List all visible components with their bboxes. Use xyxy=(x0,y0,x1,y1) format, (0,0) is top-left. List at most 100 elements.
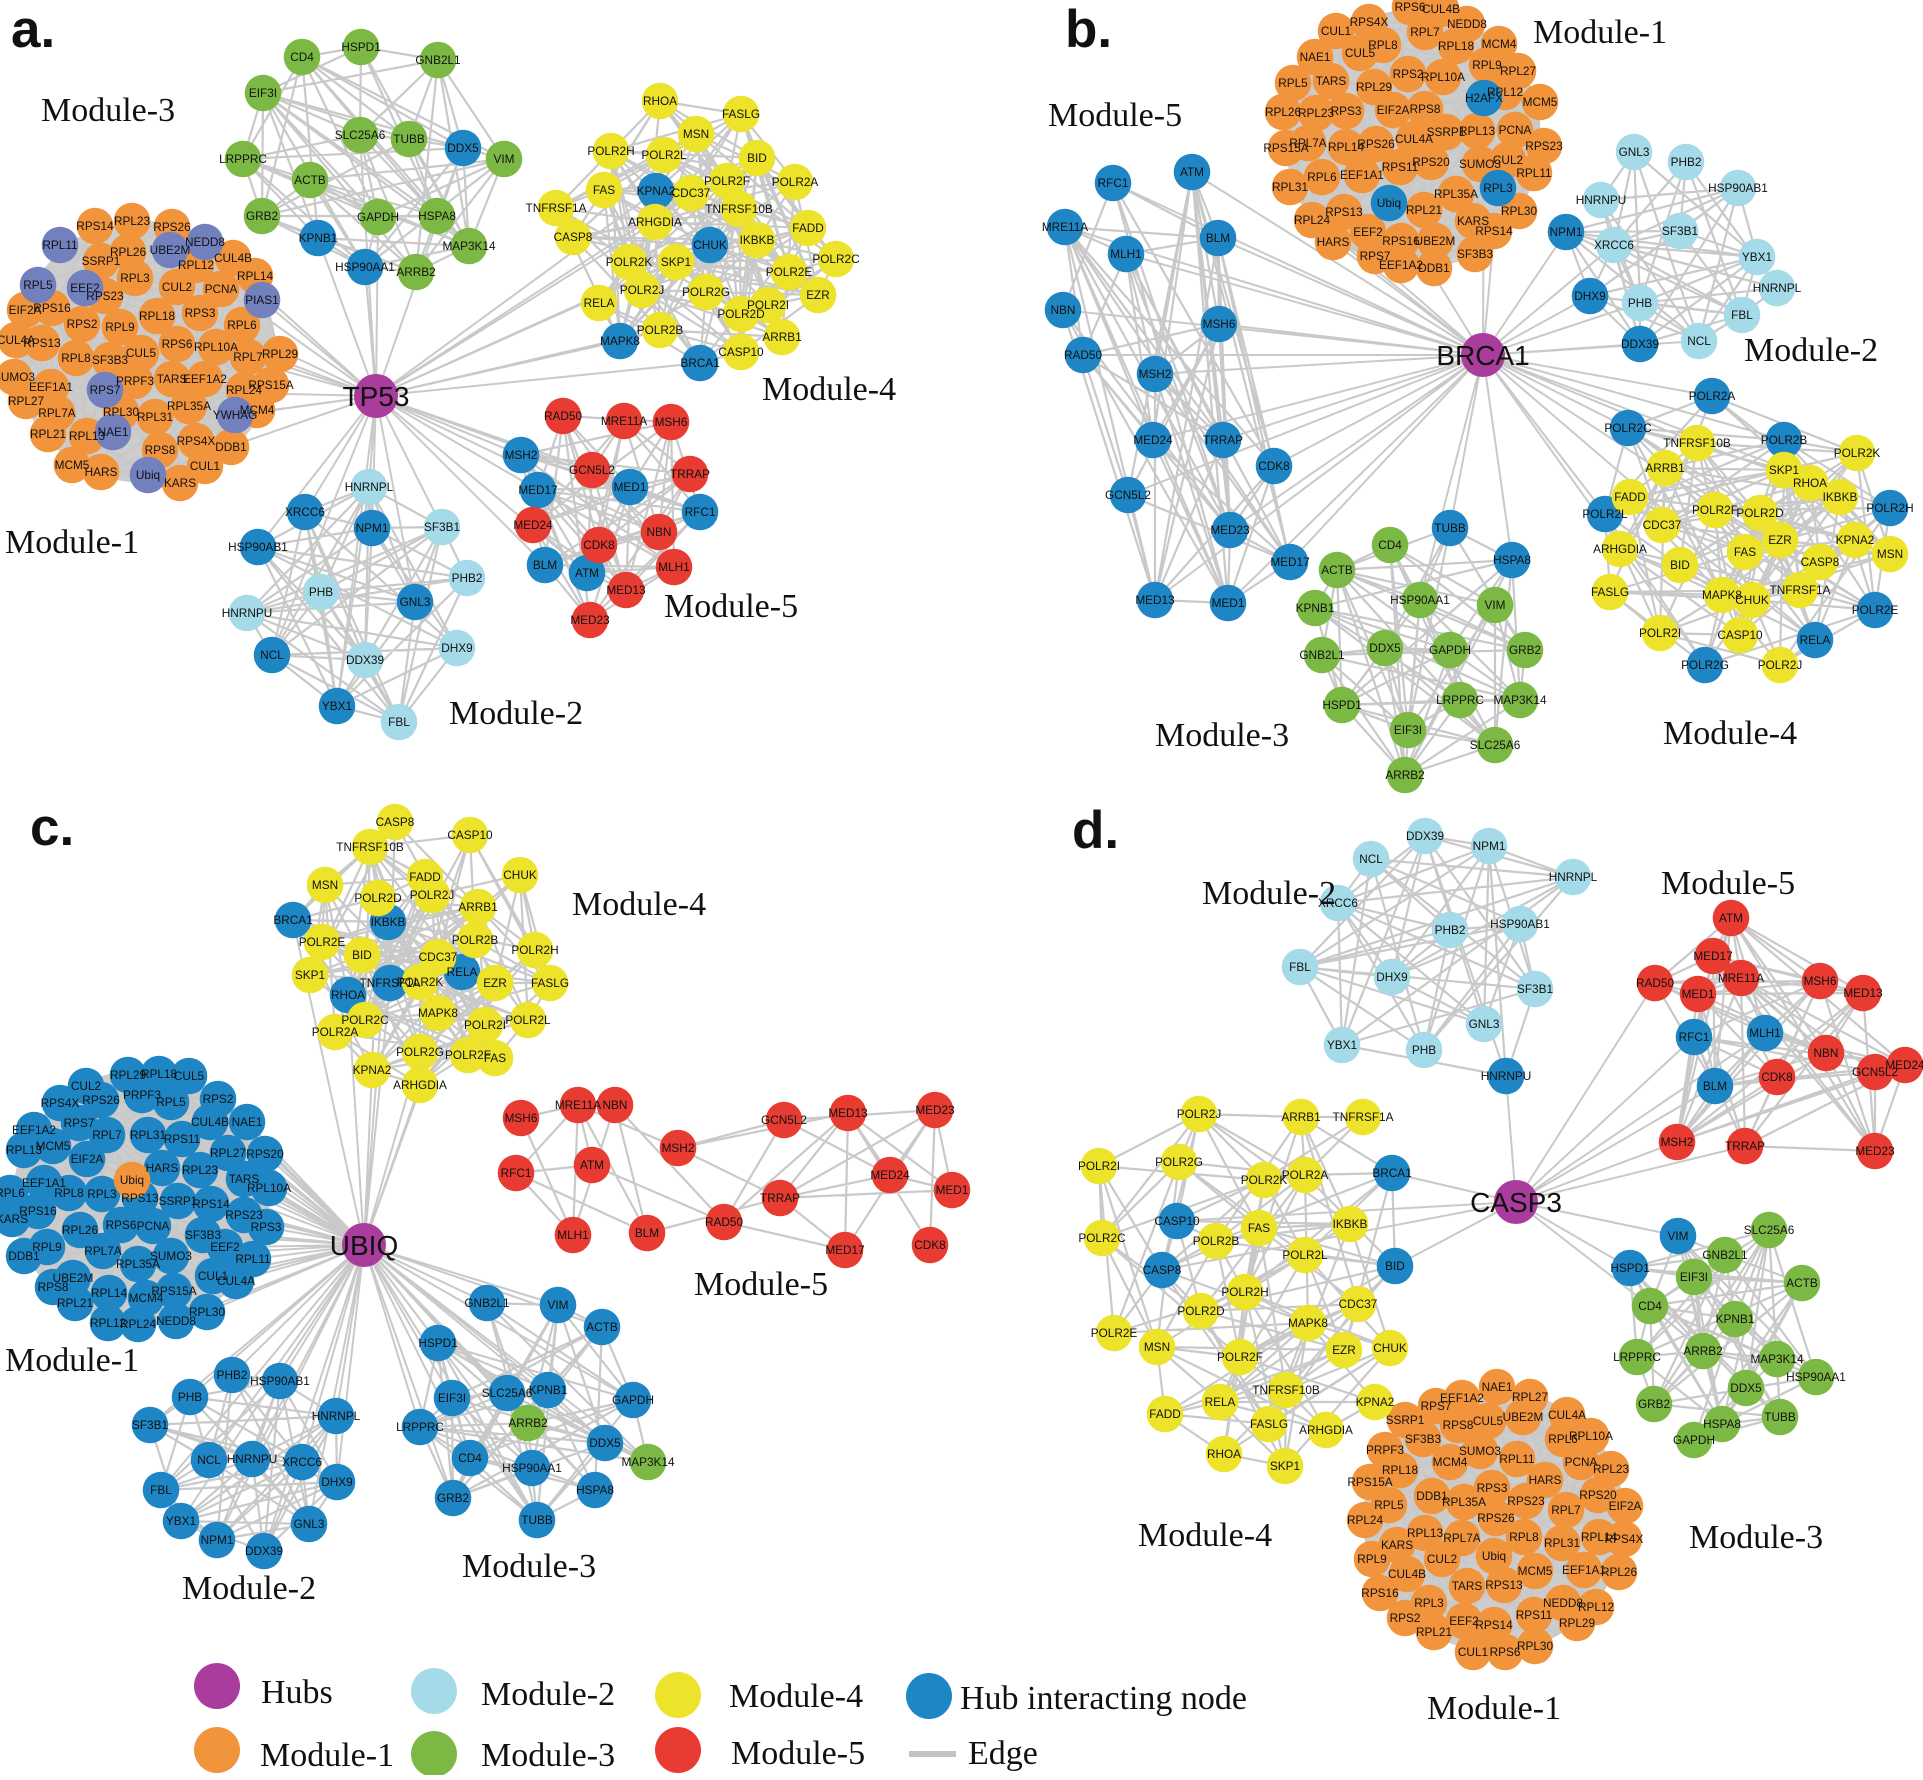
svg-text:UBE2M: UBE2M xyxy=(53,1271,94,1285)
svg-text:NAE1: NAE1 xyxy=(98,425,129,439)
svg-text:RPL14: RPL14 xyxy=(1328,140,1365,154)
svg-text:RPS8: RPS8 xyxy=(145,443,176,457)
svg-text:EEF1A1: EEF1A1 xyxy=(22,1176,66,1190)
svg-text:RPL9: RPL9 xyxy=(105,320,135,334)
svg-text:MCM4: MCM4 xyxy=(1433,1455,1468,1469)
svg-text:MSH6: MSH6 xyxy=(1804,974,1837,988)
svg-text:MLH1: MLH1 xyxy=(557,1228,588,1242)
svg-text:RPS11: RPS11 xyxy=(1382,160,1419,174)
svg-text:CUL4B: CUL4B xyxy=(1422,2,1460,16)
svg-text:Module-1: Module-1 xyxy=(1533,14,1667,51)
svg-text:GAPDH: GAPDH xyxy=(1429,643,1471,657)
svg-text:MED13: MED13 xyxy=(828,1106,868,1120)
svg-text:YBX1: YBX1 xyxy=(322,699,352,713)
svg-text:GNB2L1: GNB2L1 xyxy=(1702,1248,1747,1262)
svg-text:RPL7A: RPL7A xyxy=(1289,136,1327,150)
svg-text:CASP8: CASP8 xyxy=(1143,1263,1182,1277)
svg-text:HARS: HARS xyxy=(1317,235,1350,249)
svg-text:H2AFX: H2AFX xyxy=(1465,91,1503,105)
svg-text:EIF2A: EIF2A xyxy=(1377,103,1410,117)
svg-text:RPS14: RPS14 xyxy=(76,219,114,233)
svg-text:FADD: FADD xyxy=(1614,490,1645,504)
svg-text:FASLG: FASLG xyxy=(531,976,569,990)
svg-text:SF3B1: SF3B1 xyxy=(132,1418,168,1432)
svg-text:HNRNPL: HNRNPL xyxy=(1549,870,1598,884)
svg-text:DDX5: DDX5 xyxy=(447,141,479,155)
svg-text:RPS26: RPS26 xyxy=(153,220,191,234)
svg-text:TUBB: TUBB xyxy=(393,132,425,146)
svg-text:MED1: MED1 xyxy=(614,480,647,494)
svg-text:MED23: MED23 xyxy=(915,1103,955,1117)
svg-text:EIF3I: EIF3I xyxy=(438,1391,466,1405)
svg-text:POLR2E: POLR2E xyxy=(1852,603,1899,617)
svg-text:DDB1: DDB1 xyxy=(8,1249,39,1263)
svg-text:NBN: NBN xyxy=(603,1098,628,1112)
svg-text:BRCA1: BRCA1 xyxy=(273,913,312,927)
svg-text:EEF1A1: EEF1A1 xyxy=(1562,1563,1606,1577)
svg-text:RPL5: RPL5 xyxy=(1278,76,1308,90)
svg-text:DHX9: DHX9 xyxy=(321,1475,352,1489)
svg-text:CHUK: CHUK xyxy=(1735,593,1769,607)
svg-text:RPL31: RPL31 xyxy=(1272,180,1308,194)
svg-text:RPL8: RPL8 xyxy=(54,1186,84,1200)
svg-text:Module-3: Module-3 xyxy=(41,92,175,129)
svg-text:RELA: RELA xyxy=(1800,633,1831,647)
svg-text:PHB: PHB xyxy=(309,585,333,599)
svg-text:VIM: VIM xyxy=(494,152,515,166)
svg-text:RPL14: RPL14 xyxy=(1581,1530,1618,1544)
svg-text:HSP90AA1: HSP90AA1 xyxy=(1786,1370,1846,1384)
svg-text:HARS: HARS xyxy=(85,465,118,479)
svg-text:RPS3: RPS3 xyxy=(251,1220,282,1234)
svg-text:RELA: RELA xyxy=(584,296,615,310)
svg-text:Module-4: Module-4 xyxy=(762,371,896,408)
svg-text:GCN5L2: GCN5L2 xyxy=(1105,488,1151,502)
svg-text:CUL4A: CUL4A xyxy=(0,333,35,347)
svg-text:TNFRSF10B: TNFRSF10B xyxy=(336,840,404,854)
svg-text:RPL5: RPL5 xyxy=(156,1095,186,1109)
svg-text:CHUK: CHUK xyxy=(693,238,727,252)
svg-text:MSN: MSN xyxy=(312,878,338,892)
svg-text:TNFRSF10B: TNFRSF10B xyxy=(705,202,773,216)
svg-text:MCM4: MCM4 xyxy=(240,403,275,417)
svg-text:SKP1: SKP1 xyxy=(1769,463,1799,477)
svg-text:NEDD8: NEDD8 xyxy=(1447,17,1487,31)
svg-text:DDX39: DDX39 xyxy=(1621,337,1659,351)
svg-text:TRRAP: TRRAP xyxy=(670,467,710,481)
svg-text:RPL35A: RPL35A xyxy=(1442,1495,1486,1509)
svg-text:RFC1: RFC1 xyxy=(685,505,716,519)
svg-text:RPL9: RPL9 xyxy=(32,1240,62,1254)
svg-text:Module-2: Module-2 xyxy=(182,1570,316,1607)
svg-text:RPS13: RPS13 xyxy=(121,1191,159,1205)
svg-text:GNB2L1: GNB2L1 xyxy=(1299,648,1344,662)
svg-text:ACTB: ACTB xyxy=(294,173,326,187)
svg-text:KPNB1: KPNB1 xyxy=(529,1383,568,1397)
svg-text:POLR2J: POLR2J xyxy=(620,283,665,297)
svg-text:POLR2B: POLR2B xyxy=(1193,1234,1240,1248)
svg-text:RPS20: RPS20 xyxy=(1579,1488,1617,1502)
svg-text:PRPF3: PRPF3 xyxy=(123,1088,161,1102)
svg-text:SUMO3: SUMO3 xyxy=(1459,1444,1501,1458)
svg-text:EZR: EZR xyxy=(1768,533,1792,547)
svg-text:MRE11A: MRE11A xyxy=(1042,220,1088,234)
svg-text:ATM: ATM xyxy=(575,566,599,580)
svg-text:RPS7: RPS7 xyxy=(64,1116,95,1130)
svg-text:NPM1: NPM1 xyxy=(1473,839,1506,853)
svg-text:RPL24: RPL24 xyxy=(120,1317,157,1331)
svg-text:Module-1: Module-1 xyxy=(1427,1690,1561,1727)
svg-text:CUL4B: CUL4B xyxy=(1388,1567,1426,1581)
svg-text:GRB2: GRB2 xyxy=(1638,1397,1670,1411)
svg-text:TNFRSF1A: TNFRSF1A xyxy=(1333,1110,1394,1124)
svg-text:RPS16: RPS16 xyxy=(1361,1586,1399,1600)
svg-text:DDB1: DDB1 xyxy=(215,440,246,454)
svg-text:ARRB2: ARRB2 xyxy=(1683,1344,1722,1358)
svg-text:SF3B3: SF3B3 xyxy=(185,1228,222,1242)
svg-text:MCM4: MCM4 xyxy=(129,1291,164,1305)
svg-text:NAE1: NAE1 xyxy=(1482,1380,1513,1394)
svg-text:EEF1A2: EEF1A2 xyxy=(1379,258,1423,272)
svg-text:XRCC6: XRCC6 xyxy=(282,1455,322,1469)
svg-text:MED23: MED23 xyxy=(570,613,610,627)
svg-text:HSP90AA1: HSP90AA1 xyxy=(1390,593,1450,607)
svg-text:RAD50: RAD50 xyxy=(705,1215,743,1229)
svg-text:SSRP1: SSRP1 xyxy=(82,254,121,268)
svg-text:EZR: EZR xyxy=(483,976,507,990)
